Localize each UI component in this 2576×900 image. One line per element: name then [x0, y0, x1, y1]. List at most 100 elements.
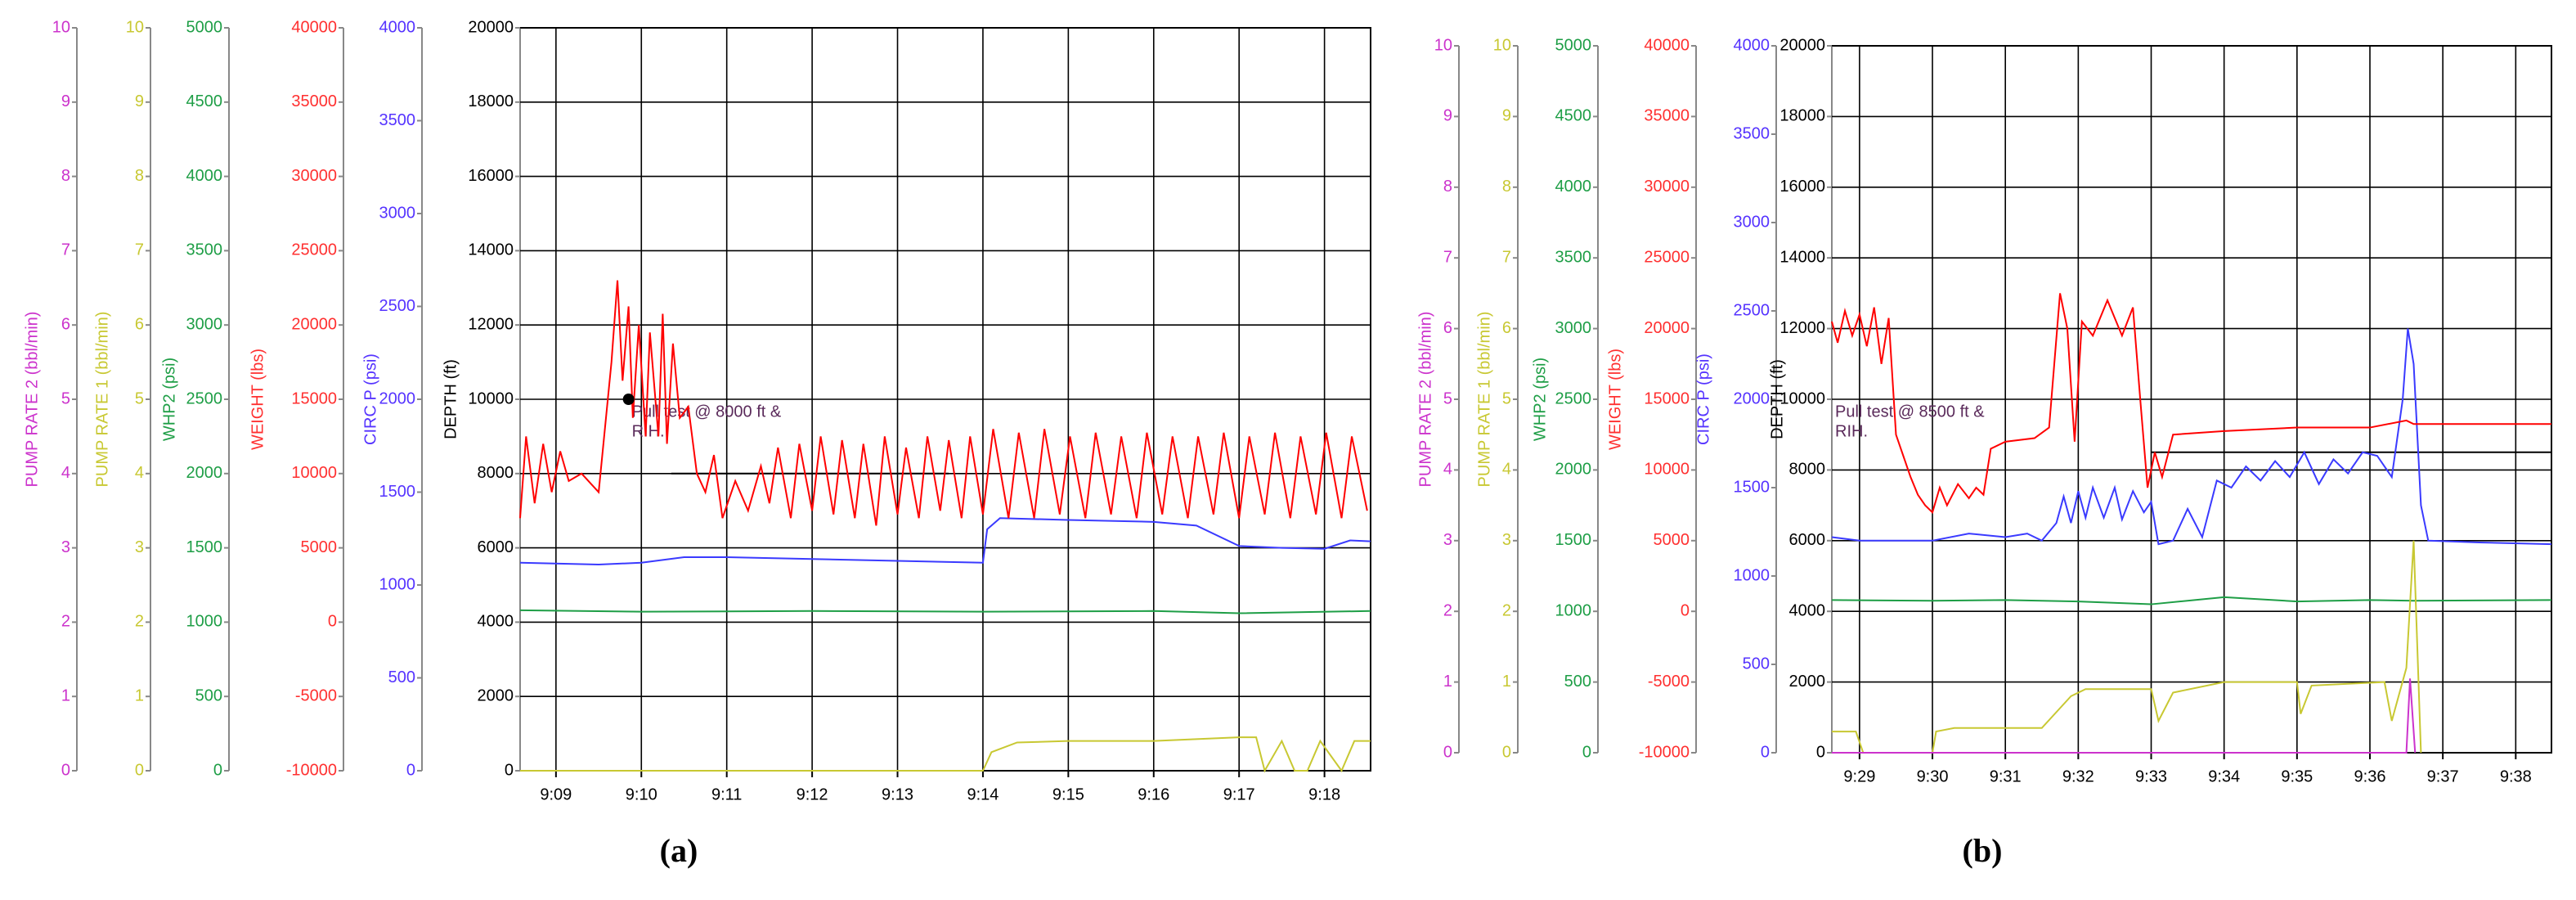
- x-tick-label: 9:31: [1990, 767, 2022, 785]
- y-tick-label: 5000: [1555, 36, 1592, 54]
- y-tick-label: 8: [1443, 178, 1452, 196]
- y-tick-label: 500: [195, 686, 222, 704]
- x-tick-label: 9:38: [2500, 767, 2532, 785]
- y-tick-label: 4: [1443, 461, 1452, 479]
- axis-title: PUMP RATE 2 (bbl/min): [1416, 312, 1434, 488]
- y-tick-label: 8000: [1789, 461, 1826, 479]
- annotation-text: RIH.: [632, 422, 665, 440]
- x-tick-label: 9:13: [882, 785, 913, 803]
- y-tick-label: 3000: [1555, 319, 1592, 337]
- y-tick-label: -5000: [1648, 673, 1690, 691]
- y-tick-label: -10000: [286, 761, 337, 779]
- y-tick-label: 10: [1493, 36, 1511, 54]
- x-tick-label: 9:17: [1223, 785, 1255, 803]
- y-tick-label: 7: [1443, 248, 1452, 266]
- series-line: [520, 736, 1371, 773]
- y-tick-label: 2500: [186, 389, 223, 407]
- y-tick-label: 2000: [1789, 673, 1826, 691]
- y-tick-label: 10000: [291, 464, 337, 482]
- y-tick-label: 30000: [291, 167, 337, 185]
- y-tick-label: 1000: [379, 575, 416, 593]
- y-tick-label: 0: [1443, 743, 1452, 761]
- y-tick-label: 3: [1502, 531, 1511, 549]
- y-tick-label: 4000: [186, 167, 223, 185]
- y-tick-label: 6: [1502, 319, 1511, 337]
- y-tick-label: 500: [1743, 655, 1770, 673]
- y-tick-label: 16000: [1779, 178, 1825, 196]
- y-tick-label: 2500: [1555, 389, 1592, 407]
- y-tick-label: 9: [135, 92, 144, 110]
- y-tick-label: 4000: [1555, 178, 1592, 196]
- y-tick-label: 9: [61, 92, 70, 110]
- y-tick-label: 1: [1443, 673, 1452, 691]
- axis-title: WHP2 (psi): [1531, 358, 1549, 441]
- y-tick-label: 12000: [468, 315, 514, 333]
- x-tick-label: 9:09: [540, 785, 572, 803]
- axis-title: WHP2 (psi): [160, 358, 178, 441]
- y-tick-label: 5: [135, 389, 144, 407]
- y-tick-label: 8000: [478, 464, 514, 482]
- y-tick-label: 15000: [1644, 389, 1690, 407]
- y-tick-label: 0: [135, 761, 144, 779]
- y-tick-label: 10000: [1644, 461, 1690, 479]
- axis-title: DEPTH (ft): [442, 359, 460, 439]
- axis-title: WEIGHT (lbs): [249, 349, 267, 450]
- y-tick-label: 2500: [379, 297, 416, 315]
- y-tick-label: 2000: [478, 686, 514, 704]
- y-tick-label: 1000: [1555, 601, 1592, 619]
- series-line: [1832, 540, 2422, 754]
- y-tick-label: 7: [1502, 248, 1511, 266]
- y-tick-label: 6: [1443, 319, 1452, 337]
- y-tick-label: 6: [135, 315, 144, 333]
- axis-title: WEIGHT (lbs): [1606, 349, 1624, 450]
- y-tick-label: 14000: [1779, 248, 1825, 266]
- x-tick-label: 9:35: [2281, 767, 2313, 785]
- series-line: [519, 517, 1371, 566]
- annotation-text: RIH.: [1835, 422, 1868, 440]
- y-tick-label: 5000: [186, 18, 223, 36]
- y-tick-label: 3: [61, 538, 70, 556]
- y-tick-label: 4500: [1555, 107, 1592, 125]
- y-tick-label: -5000: [295, 686, 337, 704]
- y-tick-label: 1: [61, 686, 70, 704]
- annotation-marker: [622, 394, 635, 405]
- y-tick-label: 500: [388, 668, 415, 686]
- y-tick-label: 10: [52, 18, 70, 36]
- y-tick-label: 35000: [291, 92, 337, 110]
- y-tick-label: 9: [1502, 107, 1511, 125]
- y-tick-label: 3500: [1555, 248, 1592, 266]
- y-tick-label: 7: [135, 241, 144, 259]
- y-tick-label: 35000: [1644, 107, 1690, 125]
- y-tick-label: 30000: [1644, 178, 1690, 196]
- y-tick-label: 2000: [1734, 389, 1770, 407]
- y-tick-label: -10000: [1639, 743, 1690, 761]
- y-tick-label: 1000: [186, 613, 223, 631]
- x-tick-label: 9:30: [1917, 767, 1949, 785]
- y-tick-label: 2: [1502, 601, 1511, 619]
- y-tick-label: 4000: [1789, 601, 1826, 619]
- axis-title: CIRC P (psi): [1694, 353, 1712, 445]
- y-tick-label: 5000: [1654, 531, 1690, 549]
- y-tick-label: 4000: [1734, 36, 1770, 54]
- x-tick-label: 9:15: [1052, 785, 1084, 803]
- y-tick-label: 2: [1443, 601, 1452, 619]
- y-tick-label: 3000: [379, 204, 416, 222]
- y-tick-label: 1500: [1555, 531, 1592, 549]
- x-tick-label: 9:32: [2062, 767, 2094, 785]
- series-line: [519, 609, 1371, 614]
- series-line: [1831, 293, 2551, 515]
- y-tick-label: 40000: [1644, 36, 1690, 54]
- y-tick-label: 14000: [468, 241, 514, 259]
- x-tick-label: 9:34: [2208, 767, 2240, 785]
- y-tick-label: 10: [126, 18, 144, 36]
- y-tick-label: 8: [61, 167, 70, 185]
- x-tick-label: 9:37: [2427, 767, 2459, 785]
- y-tick-label: 20000: [1644, 319, 1690, 337]
- y-tick-label: 2000: [379, 389, 416, 407]
- y-tick-label: 3500: [1734, 124, 1770, 142]
- x-tick-label: 9:18: [1308, 785, 1340, 803]
- x-tick-label: 9:29: [1843, 767, 1875, 785]
- x-tick-label: 9:14: [967, 785, 999, 803]
- y-tick-label: 0: [1582, 743, 1591, 761]
- y-tick-label: 6: [61, 315, 70, 333]
